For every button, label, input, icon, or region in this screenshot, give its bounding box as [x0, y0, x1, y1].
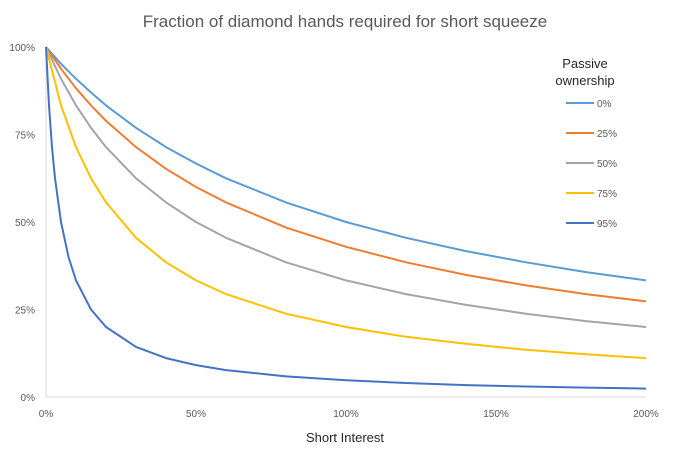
series-line-50pct — [45, 46, 647, 328]
legend-title-line-2: ownership — [555, 73, 614, 88]
series-line-75pct — [45, 46, 647, 360]
legend-label: 50% — [597, 159, 617, 170]
legend-label: 75% — [597, 189, 617, 200]
series-line-95pct — [45, 46, 647, 390]
x-tick-label: 150% — [483, 409, 509, 420]
y-tick-label: 50% — [15, 218, 35, 229]
chart-title: Fraction of diamond hands required for s… — [143, 12, 547, 31]
y-tick-label: 0% — [21, 393, 36, 404]
legend-label: 0% — [597, 99, 612, 110]
legend-items: 0% 25% 50% 75% 95% — [566, 99, 617, 230]
x-axis-label: Short Interest — [306, 430, 384, 445]
x-tick-label: 50% — [186, 409, 206, 420]
x-axis-ticks: 0% 50% 100% 150% 200% — [39, 409, 659, 420]
legend-label: 25% — [597, 129, 617, 140]
y-axis-ticks: 0% 25% 50% 75% 100% — [9, 43, 35, 404]
legend: Passive ownership 0% 25% 50% 75% 95% — [555, 56, 617, 230]
x-tick-label: 0% — [39, 409, 54, 420]
series-line-25pct — [45, 46, 647, 303]
y-tick-label: 25% — [15, 306, 35, 317]
x-tick-label: 200% — [633, 409, 659, 420]
series-line-0pct — [45, 46, 647, 282]
x-tick-label: 100% — [333, 409, 359, 420]
y-tick-label: 100% — [9, 43, 35, 54]
series-lines — [45, 46, 647, 390]
y-tick-label: 75% — [15, 131, 35, 142]
legend-title-line-1: Passive — [562, 56, 608, 71]
legend-label: 95% — [597, 219, 617, 230]
